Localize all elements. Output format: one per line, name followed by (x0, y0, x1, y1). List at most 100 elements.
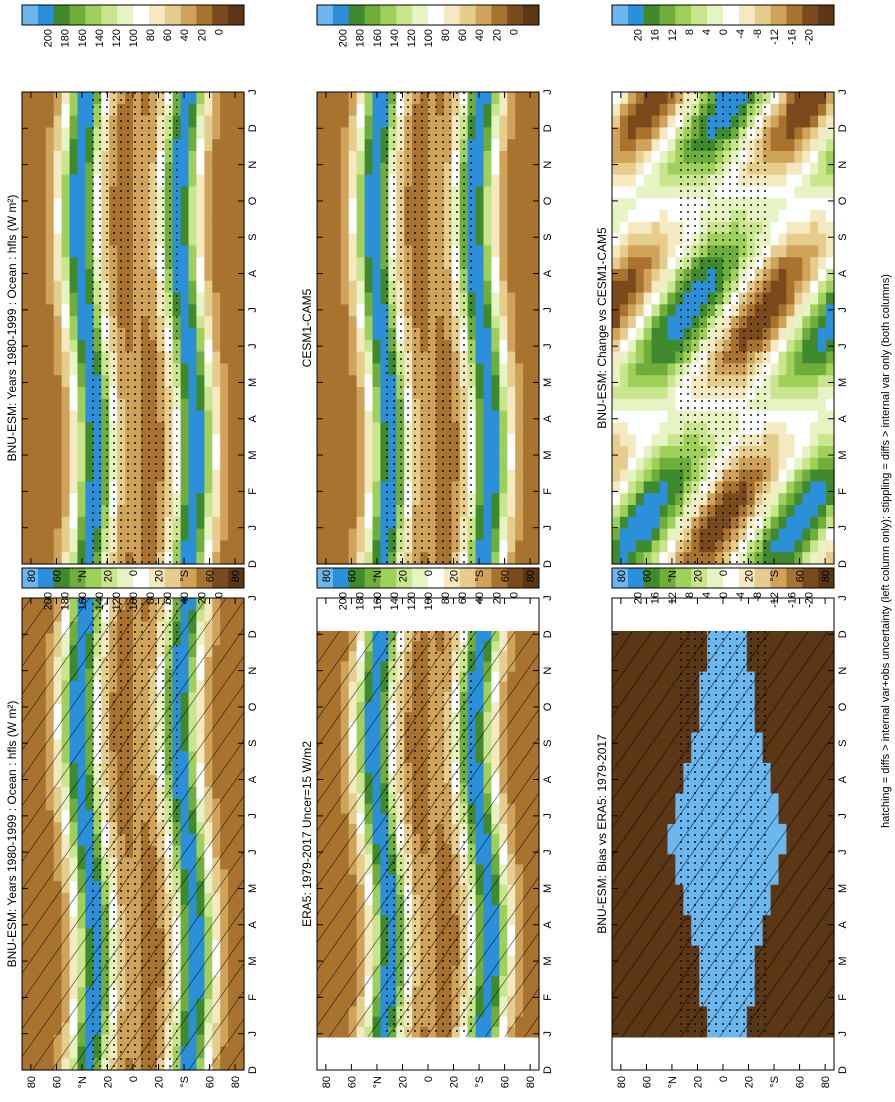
heatmap-cell (491, 410, 500, 423)
heatmap-cell (317, 422, 326, 435)
heatmap-cell (220, 363, 229, 376)
colorbar-label: 100 (128, 29, 140, 47)
heatmap-cell (228, 457, 237, 471)
heatmap-cell (317, 198, 326, 211)
heatmap-cell (475, 115, 485, 128)
lat-tick-label: 80 (525, 570, 537, 582)
heatmap-cell (332, 257, 342, 270)
colorbar-swatch (37, 568, 55, 588)
heatmap-cell (212, 375, 221, 388)
heatmap-cell (340, 410, 350, 423)
heatmap-cell (45, 162, 55, 176)
heatmap-cell (69, 174, 79, 187)
heatmap-cell (53, 469, 63, 482)
heatmap-cell (236, 316, 245, 329)
heatmap-cell (22, 139, 31, 152)
heatmap-cell (228, 103, 237, 117)
heatmap-cell (37, 257, 47, 270)
heatmap-cell (22, 528, 31, 541)
colorbar-label: 140 (389, 592, 401, 610)
heatmap-cell (45, 198, 55, 211)
heatmap-cell (324, 493, 334, 506)
heatmap-cell (475, 162, 485, 176)
heatmap-cell (77, 292, 86, 305)
heatmap-cell (196, 174, 205, 187)
heatmap-cell (220, 139, 229, 152)
heatmap-cell (69, 139, 79, 152)
colorbar-label: 0 (213, 29, 225, 35)
heatmap-cell (491, 363, 500, 376)
heatmap-cell (77, 280, 86, 294)
heatmap-cell (220, 398, 229, 412)
heatmap-cell (372, 398, 381, 412)
heatmap-cell (372, 363, 381, 376)
heatmap-cell (204, 245, 213, 258)
colorbar-label: 160 (372, 29, 384, 47)
heatmap-cell (372, 387, 381, 400)
heatmap-cell (515, 233, 524, 246)
heatmap-cell (507, 481, 516, 494)
heatmap-cell (340, 505, 350, 518)
lat-tick-label: 80 (321, 570, 333, 582)
heatmap-cell (531, 92, 540, 105)
heatmap-cell (332, 363, 342, 376)
heatmap-cell (196, 446, 205, 459)
heatmap-cell (228, 387, 237, 400)
heatmap-cell (491, 493, 500, 506)
heatmap-cell (507, 151, 516, 164)
heatmap-cell (180, 186, 190, 199)
heatmap-cell (53, 316, 63, 329)
heatmap-cell (188, 457, 197, 471)
heatmap-cell (475, 198, 485, 211)
heatmap-cell (491, 339, 500, 353)
heatmap-cell (212, 351, 221, 364)
heatmap-cell (340, 257, 350, 270)
heatmap-cell (204, 469, 213, 482)
heatmap-cell (523, 481, 532, 494)
heatmap-cell (475, 233, 485, 246)
heatmap-cell (507, 162, 516, 176)
heatmap-cell (204, 292, 213, 305)
heatmap-cell (523, 210, 532, 223)
heatmap-cell (196, 481, 205, 494)
heatmap-cell (204, 221, 213, 235)
heatmap-cell (196, 375, 205, 388)
heatmap-cell (356, 115, 366, 128)
heatmap-cell (531, 198, 540, 211)
heatmap-cell (356, 103, 366, 117)
heatmap-cell (77, 186, 86, 199)
colorbar-frame (21, 4, 245, 26)
month-tick-label: M (247, 378, 259, 387)
heatmap-cell (332, 387, 342, 400)
heatmap-cell (332, 422, 342, 435)
heatmap-cell (317, 162, 326, 176)
heatmap-cell (340, 221, 350, 235)
heatmap-cell (372, 493, 381, 506)
heatmap-cell (483, 233, 492, 246)
month-tick-label: F (247, 488, 259, 495)
heatmap-cell (324, 280, 334, 294)
heatmap-cell (324, 434, 334, 447)
heatmap-cell (364, 221, 374, 235)
heatmap-cell (22, 493, 31, 506)
heatmap-cell (180, 210, 190, 223)
heatmap-cell (499, 269, 508, 282)
heatmap-cell (22, 316, 31, 329)
heatmap-cell (483, 516, 492, 530)
heatmap-cell (61, 103, 71, 117)
heatmap-cell (69, 398, 79, 412)
heatmap-cell (523, 304, 532, 317)
heatmap-cell (372, 257, 381, 270)
colorbar-swatch (22, 5, 39, 25)
heatmap-cell (483, 422, 492, 435)
heatmap-cell (364, 316, 374, 329)
heatmap-cell (340, 493, 350, 506)
heatmap-cell (77, 469, 86, 482)
heatmap-cell (228, 162, 237, 176)
heatmap-cell (37, 210, 47, 223)
heatmap-cell (45, 174, 55, 187)
heatmap-cell (196, 162, 205, 176)
heatmap-cell (77, 481, 86, 494)
heatmap-cell (53, 398, 63, 412)
heatmap-cell (29, 446, 39, 459)
